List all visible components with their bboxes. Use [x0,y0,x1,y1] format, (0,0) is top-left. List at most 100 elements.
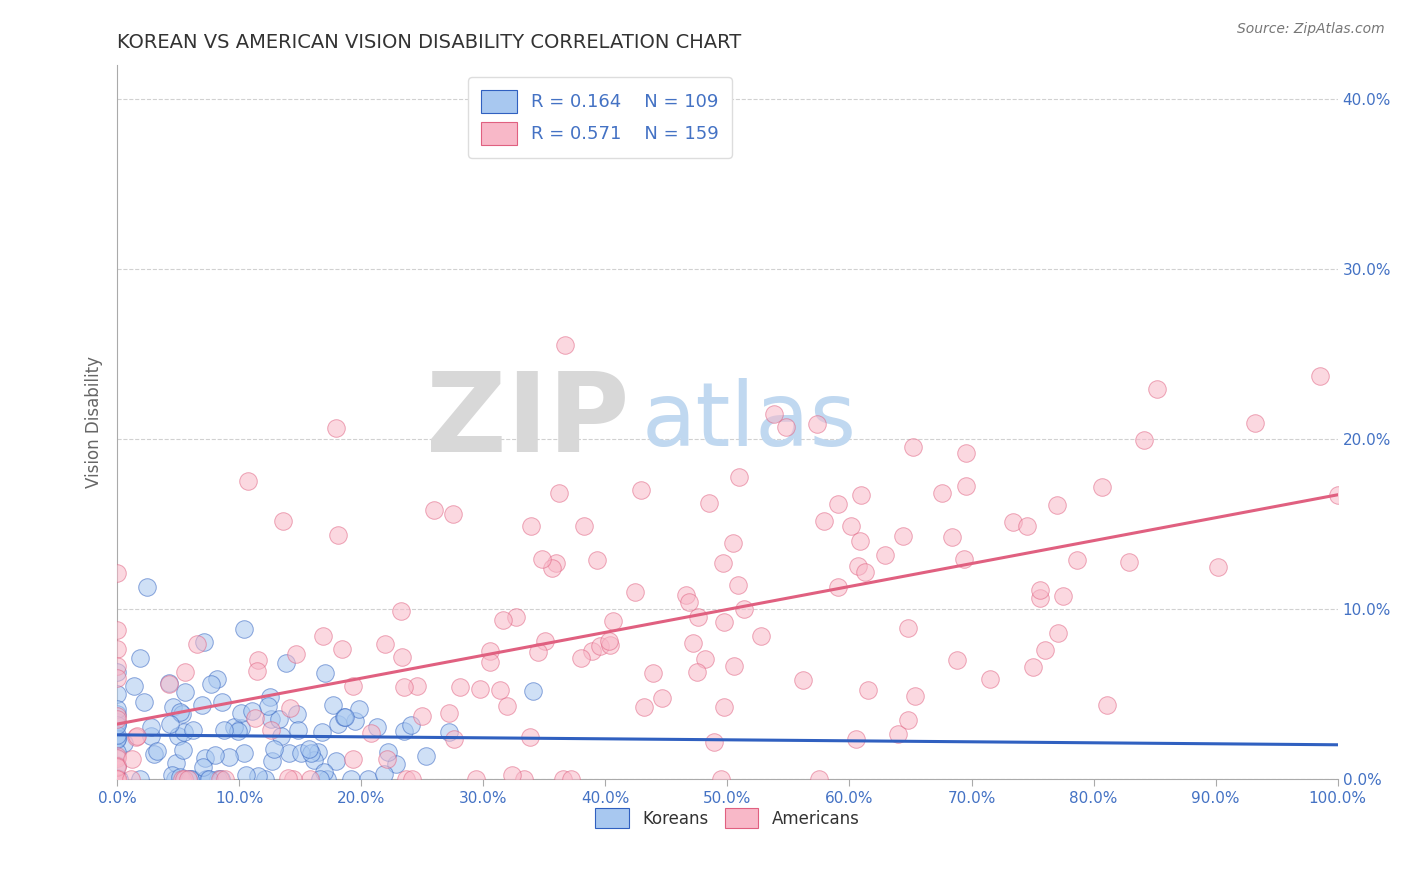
Point [581,644,603,658]
Point [105,772,128,786]
Point [260,723,283,737]
Point [169,706,191,720]
Point [120,772,142,786]
Point [186,637,208,651]
Point [204,747,226,762]
Point [953,551,976,566]
Point [173,725,195,739]
Point [399,718,422,732]
Point [391,649,413,664]
Point [105,717,128,731]
Point [174,685,197,699]
Point [443,731,465,746]
Point [931,486,953,500]
Point [437,724,460,739]
Point [105,745,128,759]
Point [105,758,128,772]
Point [846,559,869,574]
Point [630,483,652,497]
Point [246,769,269,783]
Point [392,723,415,738]
Point [212,723,235,737]
Point [541,561,564,575]
Point [827,497,849,511]
Point [546,556,568,570]
Point [208,772,231,786]
Point [531,551,554,566]
Point [598,633,620,648]
Point [160,767,183,781]
Point [290,747,312,761]
Point [721,536,744,550]
Point [247,653,270,667]
Point [177,772,200,786]
Point [1244,416,1267,430]
Point [105,758,128,772]
Point [105,760,128,774]
Point [284,647,307,661]
Point [1066,553,1088,567]
Point [159,717,181,731]
Point [302,753,325,767]
Point [243,710,266,724]
Point [162,699,184,714]
Point [235,767,257,781]
Point [190,698,212,712]
Point [723,659,745,673]
Point [143,747,166,762]
Point [307,745,329,759]
Point [710,772,733,786]
Point [1326,488,1348,502]
Point [401,772,423,786]
Point [105,772,128,786]
Point [633,700,655,714]
Point [495,699,517,714]
Point [373,767,395,781]
Point [135,581,157,595]
Point [554,338,576,352]
Point [198,772,221,786]
Point [1091,480,1114,494]
Point [349,701,371,715]
Point [299,746,322,760]
Point [316,772,339,786]
Point [232,622,254,636]
Point [465,772,488,786]
Point [105,712,128,726]
Point [105,659,128,673]
Point [328,528,350,542]
Point [875,548,897,562]
Point [333,710,356,724]
Point [792,673,814,688]
Point [807,772,830,786]
Point [105,717,128,731]
Point [170,772,193,786]
Point [449,680,471,694]
Point [1029,582,1052,597]
Point [624,585,647,599]
Point [281,772,304,786]
Point [105,665,128,679]
Point [1146,382,1168,396]
Point [697,496,720,510]
Point [232,746,254,760]
Y-axis label: Vision Disability: Vision Disability [86,356,103,488]
Point [675,588,697,602]
Point [343,714,366,728]
Point [105,772,128,786]
Point [105,772,128,786]
Point [342,679,364,693]
Point [1118,555,1140,569]
Point [520,519,543,533]
Point [165,756,187,771]
Point [853,565,876,579]
Point [146,744,169,758]
Point [979,673,1001,687]
Text: KOREAN VS AMERICAN VISION DISABILITY CORRELATION CHART: KOREAN VS AMERICAN VISION DISABILITY COR… [117,33,741,52]
Point [205,672,228,686]
Point [267,713,290,727]
Point [856,682,879,697]
Point [1046,626,1069,640]
Point [1309,368,1331,383]
Point [207,772,229,786]
